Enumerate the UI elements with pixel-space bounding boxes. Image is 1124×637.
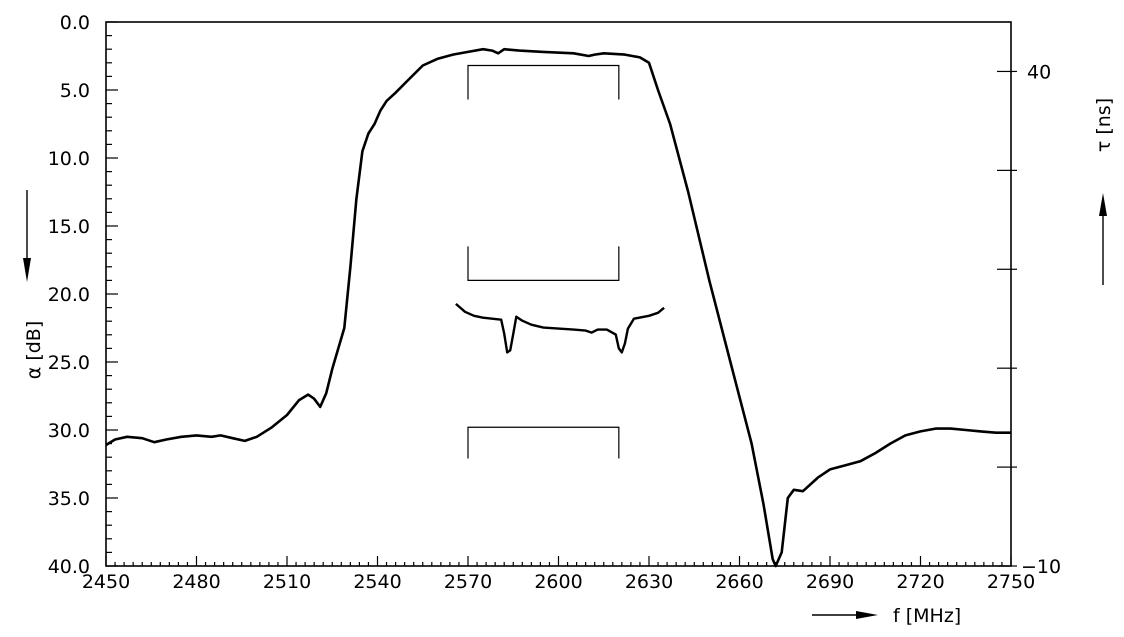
- x-tick-label: 2480: [172, 571, 220, 593]
- right-axis-ticks: 40 −10: [997, 61, 1061, 578]
- left-tick-label: 30.0: [48, 420, 90, 442]
- x-tick-label: 2630: [625, 571, 673, 593]
- axis-labels: f [MHz] α [dB] τ [ns]: [23, 98, 1115, 627]
- right-tick-label: 40: [1027, 61, 1051, 83]
- x-tick-label: 2690: [806, 571, 854, 593]
- x-tick-label: 2660: [715, 571, 763, 593]
- plot-border: [105, 21, 1012, 567]
- x-tick-label: 2540: [353, 571, 401, 593]
- right-tick-label: −10: [1021, 556, 1061, 578]
- x-axis-label: f [MHz]: [812, 605, 961, 627]
- tolerance-bracket: [467, 426, 620, 459]
- left-axis-label: α [dB]: [23, 190, 45, 379]
- x-tick-label: 2570: [444, 571, 492, 593]
- left-tick-label: 10.0: [48, 148, 90, 170]
- left-tick-label: 5.0: [60, 80, 90, 102]
- left-tick-label: 0.0: [60, 12, 90, 34]
- tolerance-bracket: [467, 64, 620, 100]
- group-delay-curve: [455, 302, 665, 354]
- right-axis-title: τ [ns]: [1093, 98, 1115, 152]
- bracket-layer: [467, 64, 620, 459]
- left-tick-label: 40.0: [48, 556, 90, 578]
- left-axis-ticks: 0.0 5.0 10.0 15.0 20.0 25.0 30.0 35.0 40.0: [48, 12, 118, 578]
- attenuation-curve: [105, 47, 1011, 568]
- left-tick-label: 20.0: [48, 284, 90, 306]
- plot-frame: [105, 21, 1012, 567]
- left-tick-label: 25.0: [48, 352, 90, 374]
- series-layer: [105, 47, 1011, 568]
- x-tick-label: 2600: [534, 571, 582, 593]
- right-axis-label: τ [ns]: [1093, 98, 1115, 285]
- left-tick-label: 35.0: [48, 488, 90, 510]
- x-tick-label: 2720: [896, 571, 944, 593]
- x-tick-label: 2450: [82, 571, 130, 593]
- x-axis-title: f [MHz]: [893, 605, 961, 627]
- x-axis-arrow-head: [856, 611, 878, 619]
- left-tick-label: 15.0: [48, 216, 90, 238]
- x-axis-ticks: 2450 2480 2510 2540 2570 2600 2630 2660 2690 2720…: [82, 556, 1035, 593]
- left-axis-arrow-head: [23, 258, 31, 282]
- x-tick-label: 2510: [263, 571, 311, 593]
- tolerance-bracket: [467, 246, 620, 281]
- left-axis-title: α [dB]: [23, 321, 45, 379]
- x-tick-label: 2750: [987, 571, 1035, 593]
- right-axis-arrow-head: [1099, 193, 1107, 216]
